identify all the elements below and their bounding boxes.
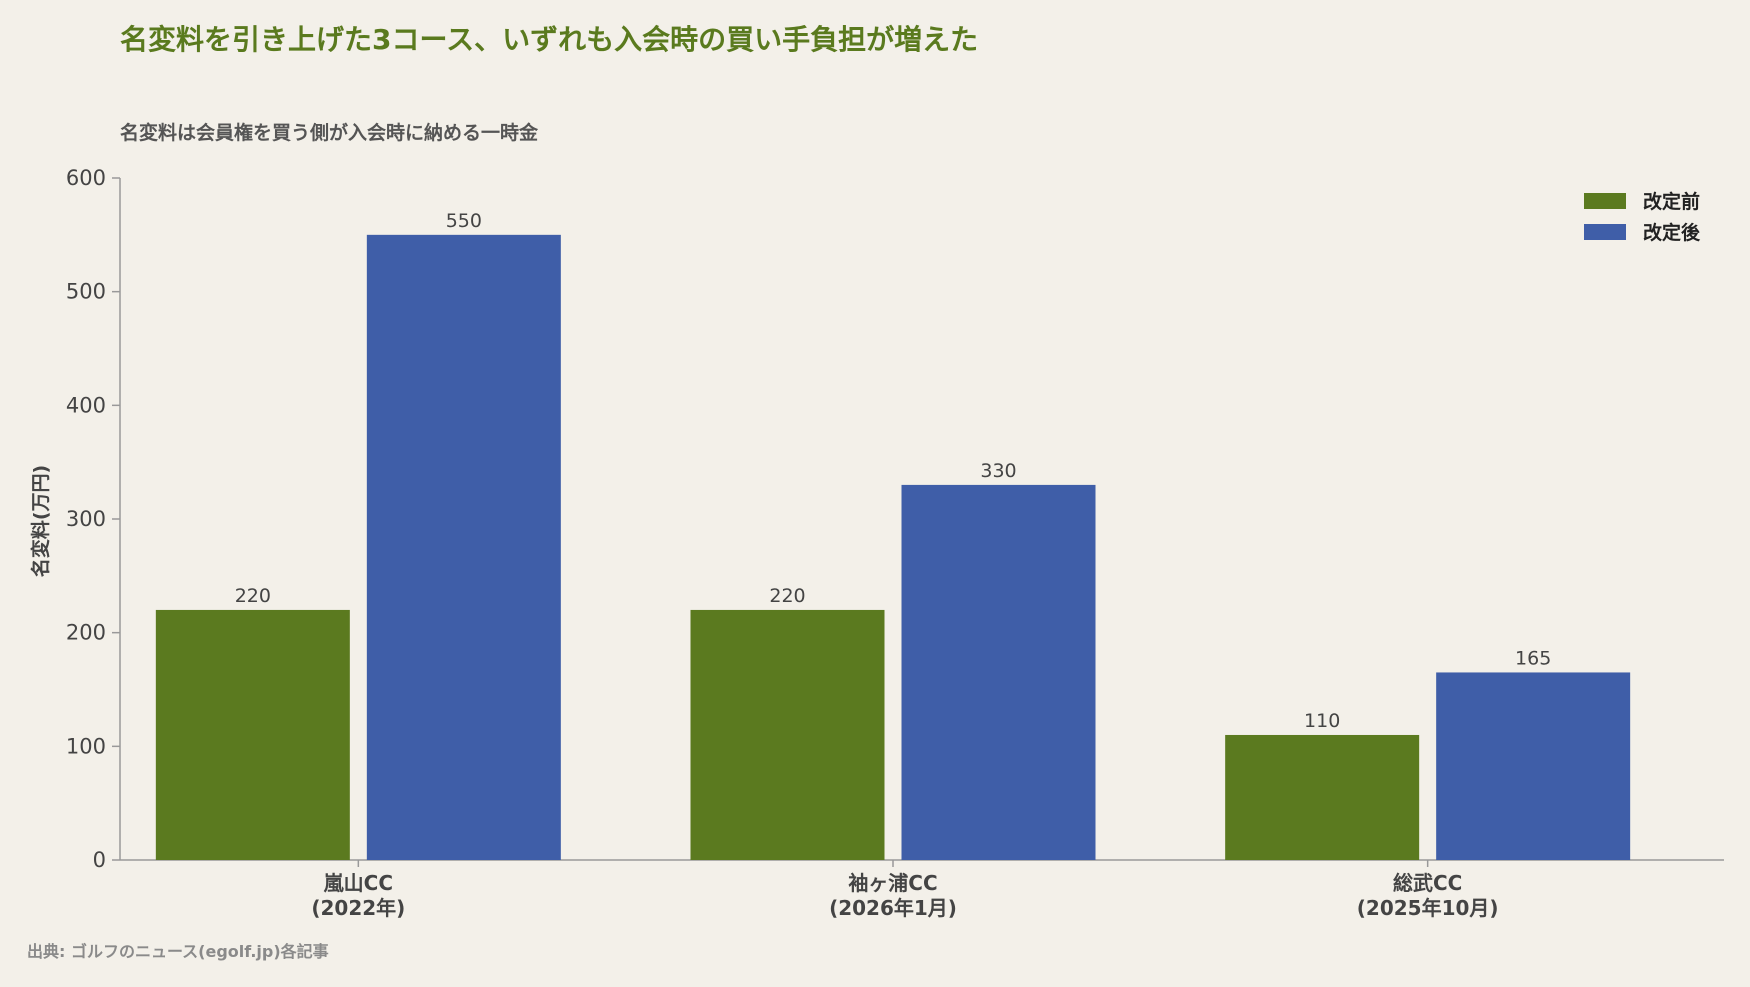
bar	[690, 609, 885, 860]
legend-swatch	[1584, 193, 1626, 209]
x-tick-label: 袖ヶ浦CC	[848, 871, 937, 895]
source-note: 出典: ゴルフのニュース(egolf.jp)各記事	[27, 942, 329, 961]
data-label: 220	[769, 585, 805, 607]
bar	[155, 609, 350, 860]
bar	[901, 484, 1096, 860]
x-tick-label: (2026年1月)	[829, 896, 957, 920]
chart-subtitle: 名変料は会員権を買う側が入会時に納める一時金	[120, 122, 539, 144]
y-tick-label: 200	[66, 621, 106, 645]
y-tick-label: 0	[93, 848, 106, 872]
data-label: 330	[980, 460, 1016, 482]
legend-label: 改定後	[1643, 221, 1701, 244]
data-label: 165	[1515, 647, 1551, 669]
y-tick-label: 500	[66, 280, 106, 304]
x-tick-label: (2022年)	[311, 896, 405, 920]
bar	[1436, 672, 1631, 860]
legend-swatch	[1584, 224, 1626, 240]
y-tick-label: 400	[66, 393, 106, 417]
data-label: 550	[446, 210, 482, 232]
bar	[1225, 734, 1420, 860]
x-tick-label: 嵐山CC	[324, 871, 393, 895]
y-tick-label: 600	[66, 166, 106, 190]
data-label: 220	[235, 585, 271, 607]
data-label: 110	[1304, 710, 1340, 732]
y-tick-label: 100	[66, 734, 106, 758]
y-axis-label: 名変料(万円)	[29, 465, 52, 577]
y-tick-label: 300	[66, 507, 106, 531]
bar	[366, 234, 561, 861]
x-tick-label: 総武CC	[1393, 871, 1462, 895]
x-tick-label: (2025年10月)	[1357, 896, 1499, 920]
chart-title: 名変料を引き上げた3コース、いずれも入会時の買い手負担が増えた	[120, 23, 979, 56]
legend-label: 改定前	[1643, 190, 1700, 213]
